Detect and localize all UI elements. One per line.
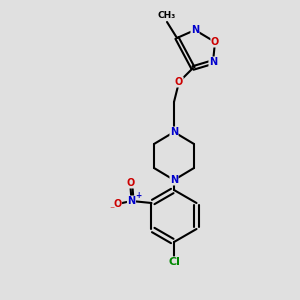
- Text: N: N: [170, 127, 178, 137]
- Text: N: N: [128, 196, 136, 206]
- Text: O: O: [113, 199, 122, 209]
- Text: N: N: [209, 57, 217, 67]
- Text: N: N: [191, 25, 199, 35]
- Text: O: O: [175, 77, 183, 87]
- Text: O: O: [126, 178, 135, 188]
- Text: ⁻: ⁻: [109, 205, 114, 215]
- Text: +: +: [135, 191, 142, 200]
- Text: O: O: [211, 37, 219, 47]
- Text: N: N: [170, 175, 178, 185]
- Text: Cl: Cl: [168, 257, 180, 267]
- Text: CH₃: CH₃: [158, 11, 176, 20]
